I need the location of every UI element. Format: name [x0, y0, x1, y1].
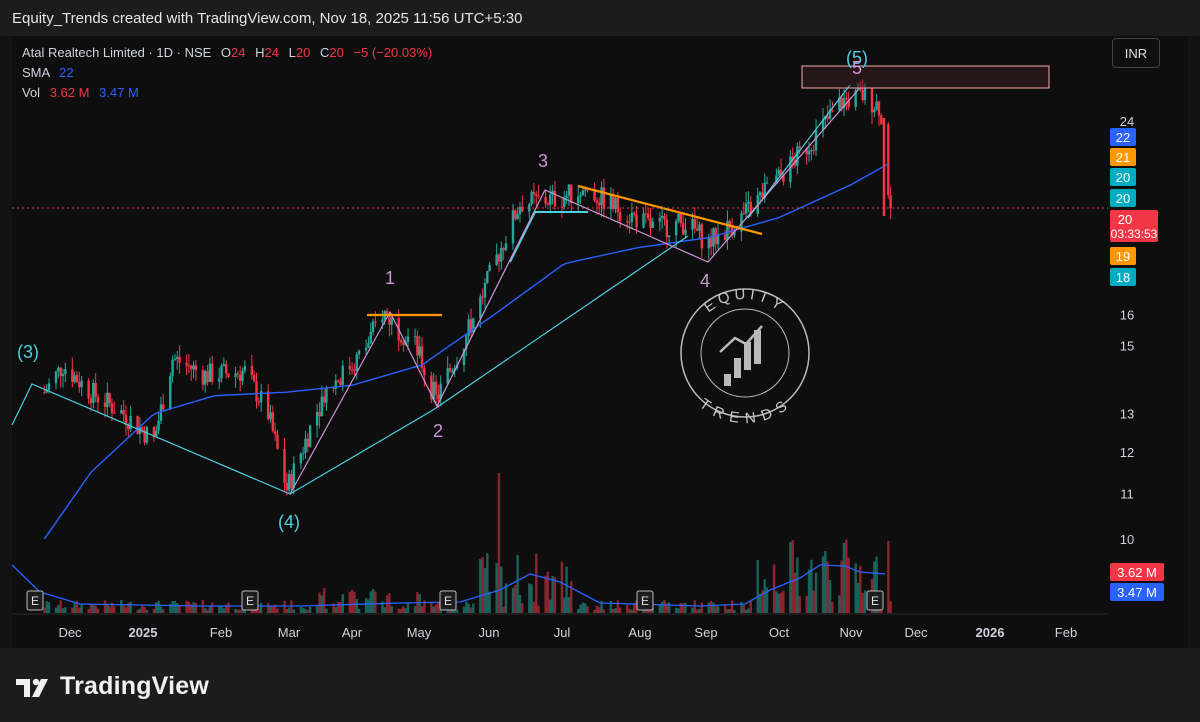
tradingview-logo-text: TradingView	[60, 672, 210, 700]
legend-c-label: C	[319, 45, 330, 60]
legend-o-label: O	[220, 45, 232, 60]
legend-vol-value-2: 3.47 M	[99, 85, 139, 100]
legend-vol-value-1: 3.62 M	[49, 85, 90, 100]
legend-symbol: Atal Realtech Limited · 1D · NSE	[22, 45, 212, 60]
footer-bar	[0, 648, 1200, 722]
header-bar: Equity_Trends created with TradingView.c…	[0, 0, 1200, 36]
legend-h-value: 24	[264, 45, 279, 60]
legend-c-value: 20	[329, 45, 344, 60]
legend-change: −5 (−20.03%)	[353, 45, 433, 60]
chart-panel[interactable]	[12, 36, 1188, 648]
legend-l-value: 20	[295, 45, 311, 60]
currency-button[interactable]: INR	[1112, 38, 1160, 68]
legend-vol-label: Vol	[22, 85, 41, 100]
legend-sma-label: SMA	[22, 65, 50, 80]
legend-sma-row: SMA 22	[22, 63, 432, 83]
chart-legend: Atal Realtech Limited · 1D · NSE O24 H24…	[22, 43, 432, 103]
legend-l-label: L	[288, 45, 296, 60]
legend-h-label: H	[255, 45, 265, 60]
legend-vol-row: Vol 3.62 M 3.47 M	[22, 83, 432, 103]
legend-ohlc-row: Atal Realtech Limited · 1D · NSE O24 H24…	[22, 43, 432, 63]
legend-sma-value: 22	[59, 65, 74, 80]
tradingview-logo-icon	[16, 678, 48, 697]
header-text: Equity_Trends created with TradingView.c…	[12, 10, 523, 27]
legend-o-value: 24	[231, 45, 246, 60]
tradingview-logo[interactable]: TradingView	[14, 672, 209, 701]
